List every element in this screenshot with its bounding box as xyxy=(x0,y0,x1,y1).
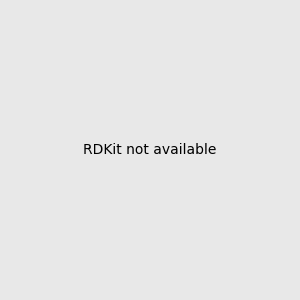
Text: RDKit not available: RDKit not available xyxy=(83,143,217,157)
